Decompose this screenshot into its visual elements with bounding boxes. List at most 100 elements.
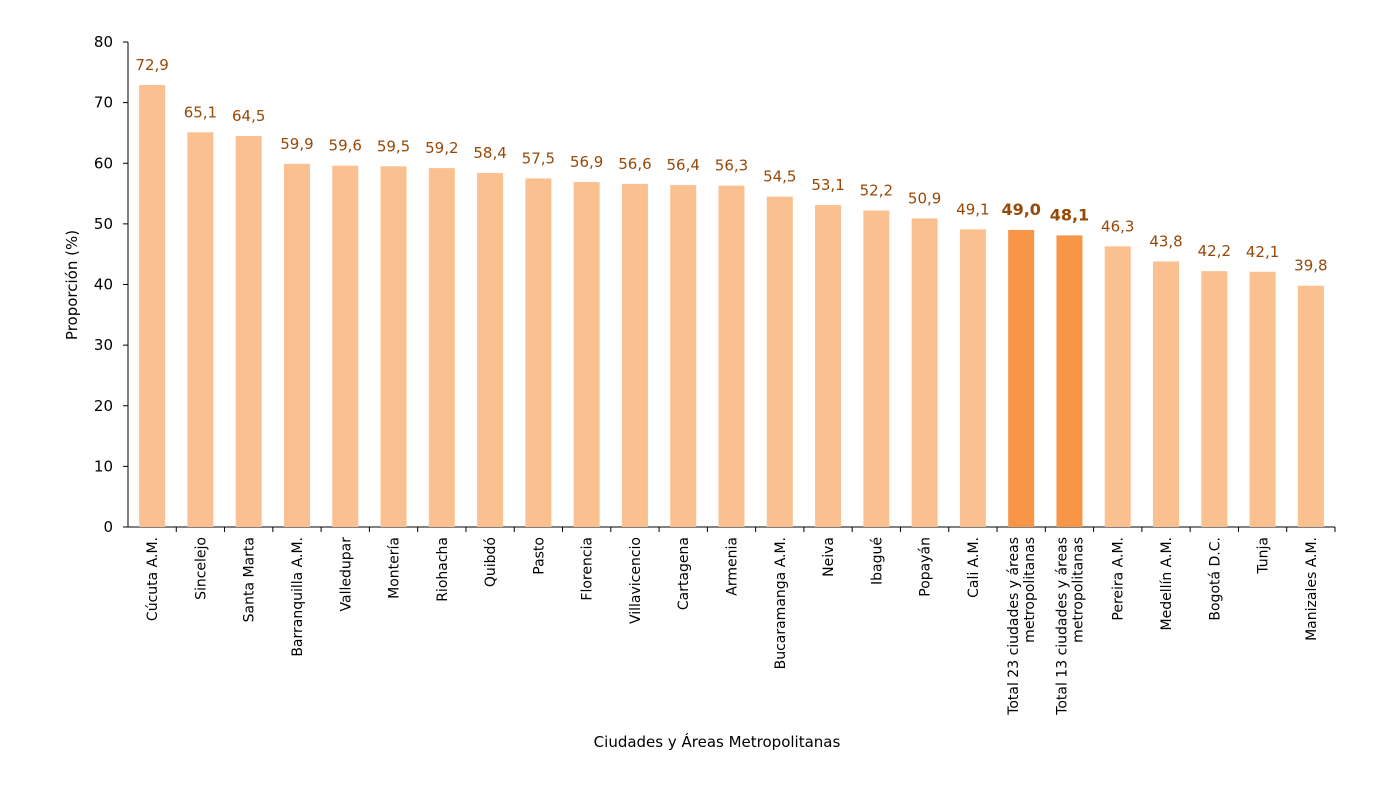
- bar: [477, 172, 504, 527]
- bar: [766, 196, 793, 527]
- bar: [283, 163, 310, 527]
- bar: [815, 205, 842, 528]
- y-axis-title: Proporción (%): [63, 230, 81, 340]
- bar: [1153, 261, 1180, 527]
- x-tick-label: Barranquilla A.M.: [290, 537, 306, 657]
- x-tick-label: Manizales A.M.: [1304, 537, 1320, 641]
- x-tick-label-line: Ibagué: [869, 537, 885, 585]
- x-tick-label-line: Bogotá D.C.: [1207, 537, 1223, 621]
- x-tick-label-line: Armenia: [725, 537, 741, 596]
- data-label: 72,9: [135, 56, 168, 74]
- data-label: 42,2: [1198, 242, 1231, 260]
- x-tick-label: Bucaramanga A.M.: [773, 537, 789, 669]
- bar: [1201, 271, 1228, 527]
- y-tick-label: 0: [103, 518, 113, 536]
- x-tick-label-line: Valledupar: [338, 537, 354, 612]
- bar: [1104, 246, 1131, 527]
- x-tick-label-line: Manizales A.M.: [1304, 537, 1320, 641]
- x-tick-label-line: Barranquilla A.M.: [290, 537, 306, 657]
- data-label: 50,9: [908, 189, 941, 207]
- data-label: 54,5: [763, 168, 796, 186]
- x-tick-label: Pasto: [531, 537, 547, 575]
- x-tick-label: Ibagué: [869, 537, 885, 585]
- x-tick-label: Pereira A.M.: [1111, 537, 1127, 621]
- x-tick-label-line: Neiva: [821, 537, 837, 577]
- x-tick-label-line: Villavicencio: [628, 537, 644, 624]
- x-tick-label-line: Tunja: [1256, 537, 1272, 575]
- data-label: 53,1: [811, 176, 844, 194]
- bar: [573, 182, 600, 527]
- data-label: 56,6: [618, 155, 651, 173]
- bar: [670, 185, 697, 527]
- bar: [332, 165, 359, 528]
- x-tick-label: Tunja: [1256, 537, 1272, 575]
- x-tick-label: Sincelejo: [193, 537, 209, 600]
- x-tick-label: Florencia: [580, 537, 596, 601]
- data-label: 65,1: [184, 103, 217, 121]
- y-tick-label: 40: [94, 276, 113, 294]
- bar: [911, 218, 938, 527]
- data-label: 42,1: [1246, 243, 1279, 261]
- data-label: 59,9: [280, 135, 313, 153]
- bar: [139, 85, 166, 527]
- bar: [1297, 285, 1324, 527]
- x-tick-label: Montería: [387, 537, 403, 599]
- x-tick-label-line: Total 23 ciudades y áreas: [1006, 537, 1022, 716]
- data-label: 59,2: [425, 139, 458, 157]
- x-tick-label-line: Cartagena: [676, 537, 692, 610]
- x-tick-label-line: Cúcuta A.M.: [145, 537, 161, 621]
- data-label: 56,3: [715, 157, 748, 175]
- x-tick-label-line: Florencia: [580, 537, 596, 601]
- data-label: 56,4: [667, 156, 700, 174]
- data-label: 59,5: [377, 137, 410, 155]
- x-tick-label: Quibdó: [483, 537, 499, 587]
- bar: [959, 229, 986, 528]
- bar: [621, 183, 648, 528]
- bar: [718, 185, 745, 527]
- x-tick-label: Valledupar: [338, 537, 354, 612]
- x-tick-label: Riohacha: [435, 537, 451, 602]
- data-label: 52,2: [860, 182, 893, 200]
- y-tick-label: 10: [94, 457, 113, 475]
- x-tick-label: Popayán: [918, 537, 934, 597]
- data-label: 46,3: [1101, 217, 1134, 235]
- bar: [1056, 235, 1083, 528]
- x-tick-label: Medellín A.M.: [1159, 537, 1175, 631]
- data-label: 57,5: [522, 149, 555, 167]
- x-tick-label-line: metropolitanas: [1022, 537, 1038, 643]
- y-tick-label: 20: [94, 397, 113, 415]
- x-tick-label-line: Cali A.M.: [966, 537, 982, 598]
- x-tick-label: Neiva: [821, 537, 837, 577]
- x-tick-label-line: Montería: [387, 537, 403, 599]
- y-tick-label: 50: [94, 215, 113, 233]
- x-axis-title: Ciudades y Áreas Metropolitanas: [594, 732, 841, 751]
- x-tick-label: Total 13 ciudades y áreas metropolitanas: [1054, 537, 1086, 716]
- x-tick-label: Cartagena: [676, 537, 692, 610]
- bar: [863, 210, 890, 527]
- x-tick-label-line: metropolitanas: [1070, 537, 1086, 643]
- y-tick-label: 60: [94, 154, 113, 172]
- data-label: 49,0: [1001, 200, 1040, 219]
- x-tick-label: Santa Marta: [242, 537, 258, 622]
- y-tick-label: 30: [94, 336, 113, 354]
- data-label: 43,8: [1149, 232, 1182, 250]
- y-tick-label: 80: [94, 33, 113, 51]
- x-tick-label-line: Bucaramanga A.M.: [773, 537, 789, 669]
- x-tick-label-line: Pereira A.M.: [1111, 537, 1127, 621]
- data-label: 59,6: [329, 137, 362, 155]
- data-label: 56,9: [570, 153, 603, 171]
- bar: [525, 178, 552, 527]
- x-tick-label-line: Medellín A.M.: [1159, 537, 1175, 631]
- y-tick-label: 70: [94, 94, 113, 112]
- x-tick-label: Total 23 ciudades y áreas metropolitanas: [1006, 537, 1038, 716]
- x-tick-label: Armenia: [725, 537, 741, 596]
- data-label: 58,4: [473, 144, 506, 162]
- data-label: 49,1: [956, 200, 989, 218]
- x-tick-label-line: Quibdó: [483, 537, 499, 587]
- bar: [187, 132, 214, 528]
- x-tick-label-line: Santa Marta: [242, 537, 258, 622]
- x-tick-label: Cúcuta A.M.: [145, 537, 161, 621]
- bar: [1008, 229, 1035, 527]
- data-label: 48,1: [1050, 205, 1089, 224]
